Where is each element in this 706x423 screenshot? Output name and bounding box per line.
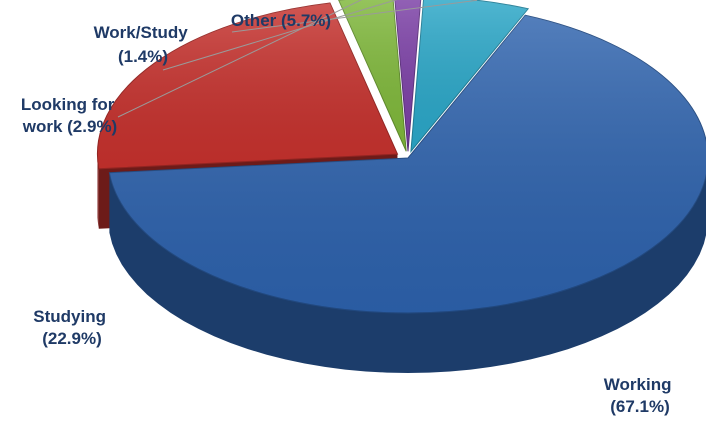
- leader-lines: [117, 0, 478, 118]
- slice-label-looking-for-work: Looking for work (2.9%): [21, 95, 119, 136]
- leader-line-work-study: [162, 0, 398, 71]
- slice-label-working-value: (67.1%): [610, 397, 670, 416]
- slice-highlight-working: [109, 15, 706, 313]
- slice-label-studying: Studying (22.9%): [33, 307, 110, 348]
- slice-label-looking-name: Looking for: [21, 95, 115, 114]
- slice-side-working: [109, 172, 706, 373]
- slice-highlight-looking-for-work: [338, 0, 407, 152]
- slice-highlight-studying: [97, 3, 398, 169]
- slice-highlight-other: [410, 0, 529, 152]
- slice-label-work-study: Work/Study (1.4%): [94, 23, 193, 66]
- slice-label-working-name: Working: [604, 375, 672, 394]
- slice-label-other: Other (5.7%): [231, 11, 331, 30]
- slice-side-studying: [97, 157, 99, 229]
- slice-label-studying-value: (22.9%): [42, 329, 102, 348]
- leader-line-other: [231, 0, 478, 33]
- slice-label-work-study-name: Work/Study: [94, 23, 189, 42]
- slice-label-looking-value: work (2.9%): [22, 117, 117, 136]
- slice-highlight-work-study: [394, 0, 421, 152]
- slice-label-work-study-value: (1.4%): [118, 47, 168, 66]
- slice-label-working: Working (67.1%): [604, 375, 676, 416]
- slice-tops: [96, 0, 706, 314]
- leader-line-looking-for-work: [117, 0, 363, 118]
- slice-label-other-text: Other (5.7%): [231, 11, 331, 30]
- slice-label-studying-name: Studying: [33, 307, 106, 326]
